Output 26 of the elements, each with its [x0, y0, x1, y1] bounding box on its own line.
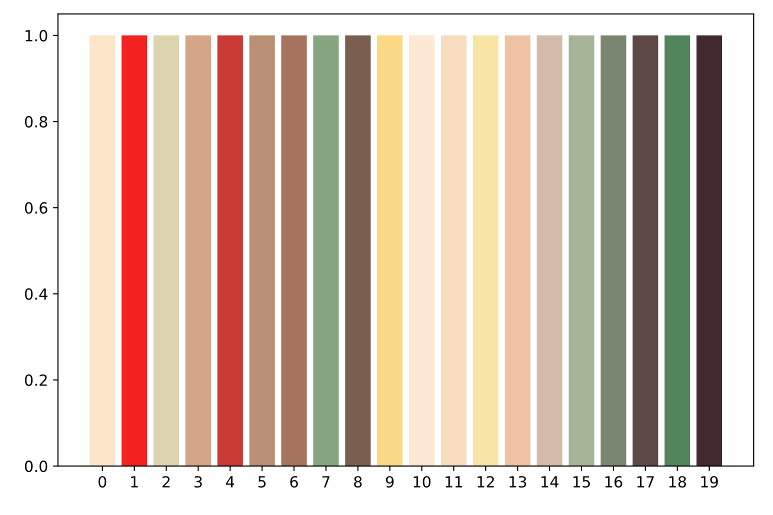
x-tick-label: 2: [162, 476, 170, 488]
y-tick-label: 0.4: [24, 288, 48, 300]
x-tick-label: 15: [573, 476, 590, 488]
x-tick-label: 18: [669, 476, 686, 488]
x-tick-label: 14: [542, 476, 558, 488]
y-tick-label: 0.2: [24, 374, 47, 386]
x-tick-label: 12: [478, 476, 494, 488]
x-tick-label: 19: [701, 476, 718, 488]
x-tick-label: 17: [637, 476, 654, 488]
x-tick-label: 1: [131, 476, 138, 488]
y-tick-label: 0.6: [24, 202, 48, 214]
x-tick-label: 11: [446, 476, 462, 488]
x-tick-label: 0: [98, 476, 106, 488]
x-tick-label: 5: [258, 476, 266, 488]
y-tick-label: 1.0: [26, 30, 48, 42]
x-tick-label: 7: [322, 476, 330, 488]
x-tick-label: 16: [605, 476, 622, 488]
x-tick-label: 3: [194, 476, 202, 488]
x-tick-label: 13: [510, 476, 526, 488]
x-tick-label: 8: [354, 476, 362, 488]
x-tick-label: 9: [386, 476, 394, 488]
x-tick-label: 10: [414, 476, 430, 488]
x-tick-label: 4: [226, 476, 234, 488]
y-tick-label: 0.8: [24, 116, 48, 128]
y-tick-label: 0.0: [24, 460, 48, 472]
x-tick-label: 6: [290, 476, 298, 488]
